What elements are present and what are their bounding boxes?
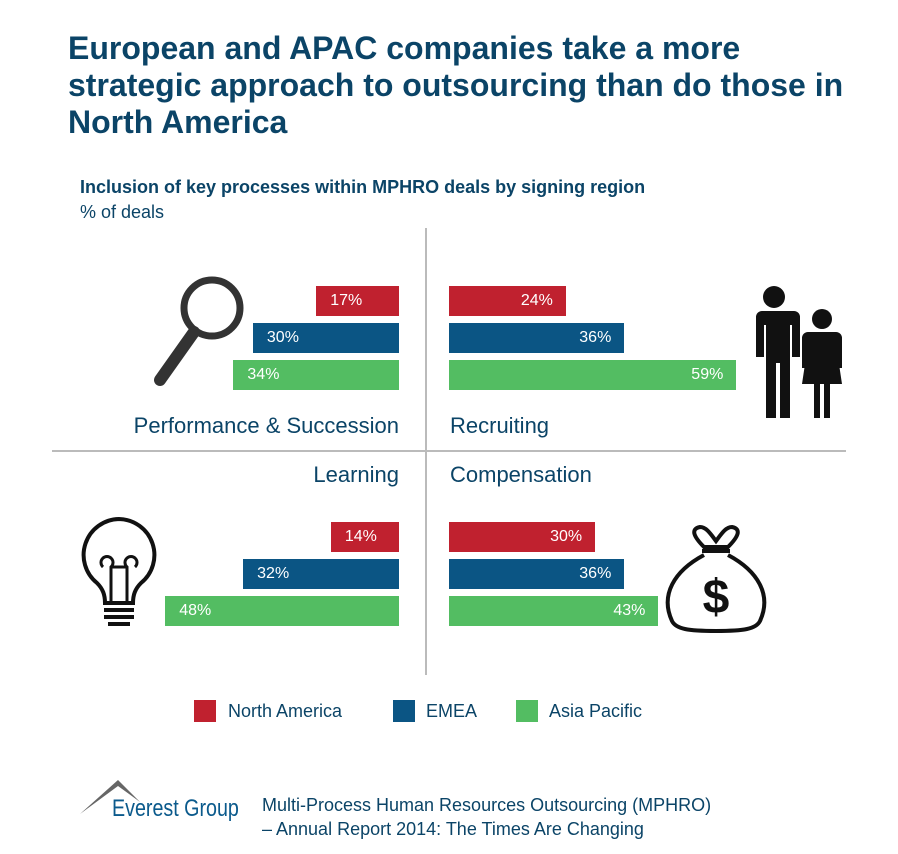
bar-value-label: 59% [691,366,724,383]
bar-value-label: 30% [550,528,583,545]
legend-swatch-emea [393,700,415,722]
legend-swatch-north-america [194,700,216,722]
bar-value-label: 36% [579,565,612,582]
footer-line-2: – Annual Report 2014: The Times Are Chan… [262,819,644,839]
bar-learning-north-america: 14% [330,522,399,552]
bar-value-label: 17% [330,292,363,309]
bar-value-label: 34% [247,366,280,383]
chart-subtitle: Inclusion of key processes within MPHRO … [80,177,646,197]
bar-value-label: 24% [520,292,553,309]
legend-swatch-asia-pacific [516,700,538,722]
bar-value-label: 36% [579,329,612,346]
brand-name: Everest Group [112,795,239,822]
money-bag-icon: $ [665,525,767,634]
bar-learning-emea: 32% [243,559,399,589]
bar-recruiting-north-america: 24% [449,286,566,316]
dollar-sign-icon: $ [703,571,730,624]
people-icon [754,286,842,418]
panel-label-learning: Learning [313,462,399,487]
bar-value-label: 14% [344,528,377,545]
bar-value-label: 48% [179,602,212,619]
bar-compensation-emea: 36% [449,559,625,589]
footer-source: Multi-Process Human Resources Outsourcin… [262,793,711,841]
horizontal-divider [52,450,846,452]
bar-recruiting-emea: 36% [449,323,625,353]
bar-performance-succession-emea: 30% [252,323,399,353]
panel-label-performance: Performance & Succession [133,413,399,438]
footer-line-1: Multi-Process Human Resources Outsourcin… [262,795,712,815]
legend-label-emea: EMEA [426,701,478,721]
legend-label-north-america: North America [228,701,343,721]
legend-label-asia-pacific: Asia Pacific [549,701,643,721]
chart-unit: % of deals [80,202,165,222]
bar-performance-succession-north-america: 17% [316,286,399,316]
everest-logo-icon [80,780,140,814]
bar-recruiting-asia-pacific: 59% [449,360,737,390]
bar-compensation-north-america: 30% [449,522,596,552]
magnifier-icon [154,276,244,386]
bar-value-label: 43% [613,602,646,619]
bar-compensation-asia-pacific: 43% [449,596,659,626]
page-title: European and APAC companies take a more … [68,30,844,140]
panel-label-recruiting: Recruiting [450,413,550,438]
bar-performance-succession-asia-pacific: 34% [233,360,399,390]
bar-value-label: 30% [266,329,299,346]
lightbulb-icon [81,516,157,626]
panel-label-compensation: Compensation [450,462,592,487]
bar-value-label: 32% [257,565,290,582]
bar-learning-asia-pacific: 48% [165,596,399,626]
